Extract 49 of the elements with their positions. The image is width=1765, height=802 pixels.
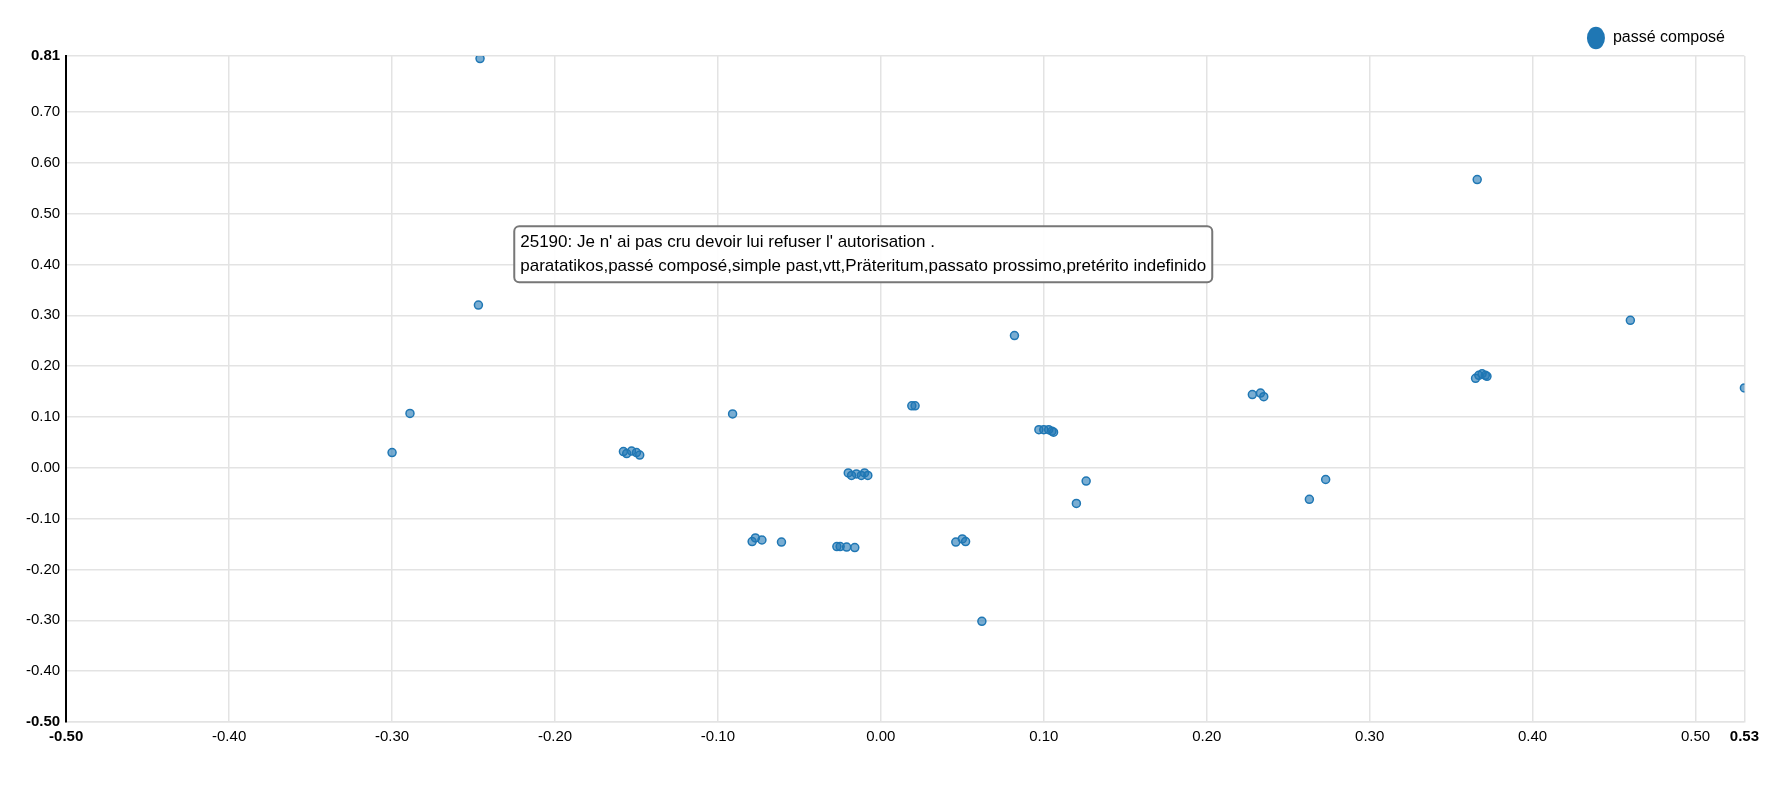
point (473, 300, 484, 310)
y-tick-label: -0.30 (25, 610, 61, 628)
x-tick-label: 0.53 (1729, 727, 1759, 745)
point (1259, 391, 1269, 402)
point (1081, 476, 1091, 486)
point (1071, 498, 1082, 509)
legend-label: passé composé (1612, 28, 1726, 46)
x-tick-label: -0.30 (374, 727, 410, 745)
x-tick-label: 0.50 (1680, 727, 1711, 745)
y-tick-label: 0.40 (30, 254, 61, 272)
point (1320, 474, 1331, 485)
y-tick-label: -0.20 (25, 559, 61, 577)
y-tick-label: 0.70 (30, 102, 61, 120)
point (1304, 494, 1315, 505)
y-tick-label: 0.60 (30, 152, 61, 170)
x-tick-label: -0.40 (212, 727, 247, 745)
annotation: paratatikos,passé composé,simple past,vtt,Präteritum,passato prossimo,pretérito indefinido (520, 256, 1207, 275)
y-tick-label: 0.30 (30, 305, 61, 323)
x-tick-label: 0.40 (1517, 727, 1548, 745)
y-tick-label: -0.40 (25, 661, 61, 679)
point (1625, 315, 1636, 326)
point (1247, 389, 1258, 400)
x-tick-label: 0.00 (866, 727, 896, 745)
y-tick-label: -0.10 (25, 508, 61, 526)
point (1009, 330, 1020, 341)
point (977, 616, 987, 627)
y-tick-label: 0.20 (30, 356, 61, 374)
y-tick-label: 0.10 (30, 407, 61, 425)
point (727, 409, 738, 419)
point (475, 56, 485, 64)
point (841, 542, 852, 552)
y-tick-label: -0.50 (25, 712, 61, 730)
x-tick-label: 0.30 (1355, 727, 1385, 745)
point (850, 542, 860, 553)
x-tick-label: 0.10 (1029, 727, 1059, 745)
point (776, 537, 787, 547)
point (1472, 174, 1482, 185)
point (405, 408, 415, 419)
point (863, 470, 873, 481)
x-tick-label: -0.10 (700, 727, 736, 745)
y-tick-label: 0.00 (30, 457, 61, 475)
x-tick-label: -0.20 (537, 727, 573, 745)
x-tick-label: -0.50 (49, 727, 84, 745)
y-tick-label: 0.81 (30, 46, 61, 64)
annotation: 25190: Je n' ai pas cru devoir lui refuser l' autorisation . (520, 232, 935, 251)
point (387, 447, 397, 458)
x-tick-label: 0.20 (1192, 727, 1222, 745)
y-tick-label: 0.50 (30, 203, 61, 221)
point (757, 535, 767, 545)
